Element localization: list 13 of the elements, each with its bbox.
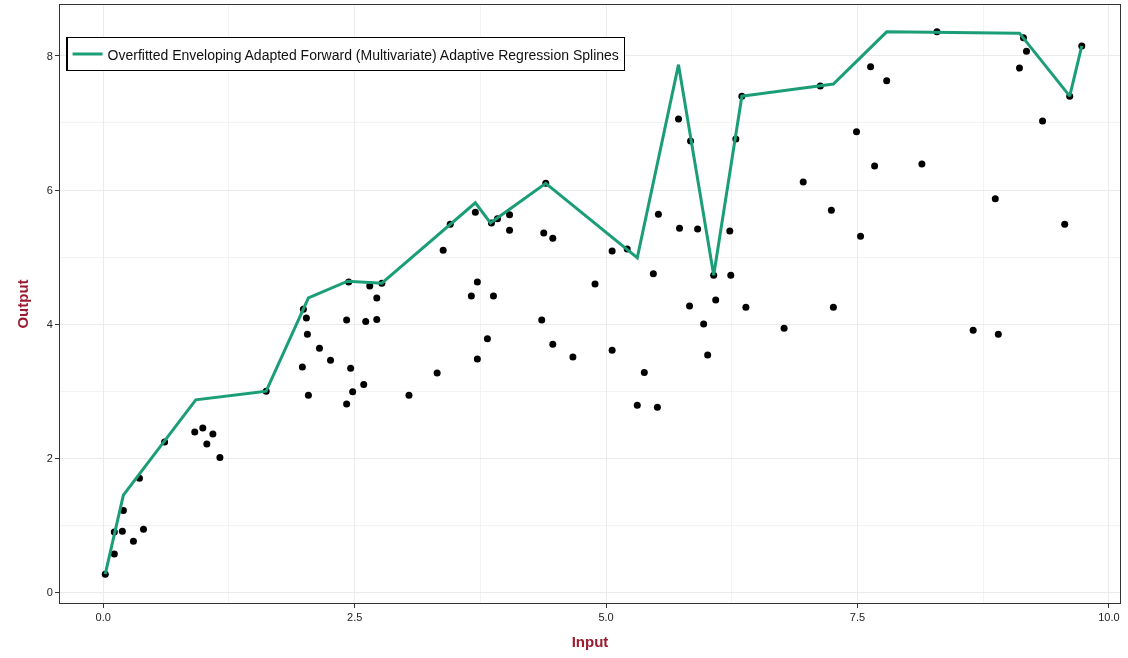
y-axis-title: Output	[13, 279, 31, 329]
x-axis-title: Input	[571, 633, 609, 651]
y-tick-label: 4	[46, 317, 53, 330]
x-tick-label: 7.5	[849, 611, 866, 624]
y-tick-label: 0	[46, 586, 53, 599]
x-tick-label: 0.0	[95, 611, 111, 624]
y-tick-label: 8	[46, 49, 53, 62]
y-tick-label: 6	[46, 183, 53, 196]
y-tick-label: 2	[46, 452, 53, 465]
x-tick-label: 10.0	[1098, 611, 1120, 624]
x-tick-label: 5.0	[598, 611, 614, 624]
legend-label: Overfitted Enveloping Adapted Forward (Multivariate) Adaptive Regression Splines	[107, 46, 619, 63]
x-tick-label: 2.5	[347, 611, 363, 624]
